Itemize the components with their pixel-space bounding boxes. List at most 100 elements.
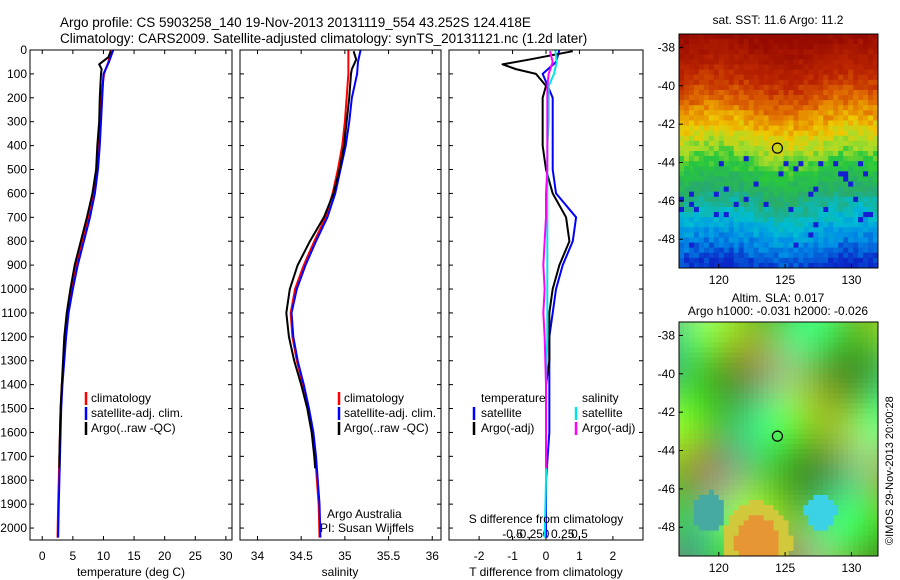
map-cell — [798, 74, 804, 81]
map-cell — [803, 362, 809, 369]
map-cell — [718, 262, 725, 269]
map-cell — [838, 510, 844, 516]
map-cell — [679, 257, 685, 264]
map-cell — [798, 135, 804, 142]
map-cell — [698, 262, 705, 269]
map-cell — [848, 156, 854, 162]
map-cell — [693, 494, 700, 501]
map-cell — [708, 398, 715, 404]
map-cell — [753, 520, 760, 526]
map-cell — [758, 439, 764, 445]
series-climatology — [56, 49, 112, 538]
map-cell — [813, 500, 819, 506]
map-cell — [808, 89, 814, 96]
map-cell — [753, 332, 760, 338]
map-cell — [713, 489, 720, 496]
map-cell — [818, 191, 824, 198]
map-cell — [853, 222, 859, 228]
map-cell — [713, 372, 720, 379]
map-cell — [768, 500, 774, 506]
map-cell — [723, 186, 730, 193]
map-cell — [813, 145, 819, 152]
map-cell — [748, 166, 755, 172]
map-cell — [863, 327, 869, 333]
map-cell — [783, 494, 789, 501]
map-cell — [808, 222, 814, 228]
depth-tick-label: 1600 — [0, 425, 27, 439]
map-cell — [773, 237, 779, 243]
map-cell — [783, 377, 789, 384]
map-cell — [683, 222, 690, 228]
map-cell — [768, 181, 774, 188]
map-cell — [728, 489, 735, 496]
map-cell — [753, 84, 760, 91]
map-cell — [683, 262, 690, 269]
map-cell — [813, 181, 819, 188]
map-cell — [713, 545, 720, 552]
map-cell — [873, 474, 879, 481]
map-cell — [808, 352, 814, 359]
map-cell — [788, 550, 794, 557]
map-cell — [843, 95, 849, 101]
map-cell — [763, 403, 769, 409]
map-cell — [703, 247, 710, 254]
map-cell — [818, 540, 824, 547]
map-cell — [813, 125, 819, 132]
map-cell — [803, 413, 809, 420]
map-cell — [693, 186, 700, 193]
map-cell — [813, 520, 819, 526]
map-cell — [783, 39, 789, 45]
map-cell — [698, 337, 705, 343]
map-cell — [778, 520, 784, 526]
map-cell — [808, 444, 814, 450]
map-cell — [698, 408, 705, 414]
map-cell — [708, 120, 715, 126]
map-cell — [773, 257, 779, 264]
map-cell — [813, 191, 819, 198]
x-tick-label: 10 — [97, 549, 111, 563]
map-cell — [748, 464, 755, 470]
map-cell — [738, 64, 745, 71]
map-cell — [718, 352, 725, 359]
map-cell — [753, 161, 760, 167]
map-cell — [753, 408, 760, 414]
map-cell — [693, 262, 700, 269]
map-cell — [703, 161, 710, 167]
map-cell — [703, 44, 710, 50]
map-cell — [858, 342, 864, 348]
map-cell — [793, 423, 799, 430]
map-cell — [813, 550, 819, 557]
map-cell — [748, 262, 755, 269]
map-cell — [803, 484, 809, 491]
map-cell — [788, 227, 794, 233]
map-cell — [703, 222, 710, 228]
map-cell — [868, 201, 874, 208]
map-cell — [798, 408, 804, 414]
map-cell — [743, 383, 750, 389]
map-cell — [743, 191, 750, 198]
map-cell — [683, 550, 690, 557]
map-cell — [768, 454, 774, 460]
map-cell — [679, 196, 685, 203]
map-cell — [828, 140, 834, 147]
map-cell — [793, 545, 799, 552]
map-cell — [738, 34, 745, 40]
map-cell — [713, 196, 720, 203]
map-cell — [823, 515, 829, 521]
map-cell — [783, 59, 789, 65]
map-cell — [708, 500, 715, 506]
map-cell — [698, 156, 705, 162]
map-cell — [863, 176, 869, 182]
map-cell — [838, 140, 844, 147]
map-cell — [718, 79, 725, 86]
map-cell — [683, 454, 690, 460]
map-cell — [708, 454, 715, 460]
map-cell — [773, 347, 779, 353]
map-cell — [683, 515, 690, 521]
map-cell — [773, 494, 779, 501]
map-cell — [788, 34, 794, 40]
map-cell — [698, 489, 705, 496]
map-cell — [843, 217, 849, 223]
map-cell — [873, 362, 879, 369]
map-cell — [803, 151, 809, 157]
